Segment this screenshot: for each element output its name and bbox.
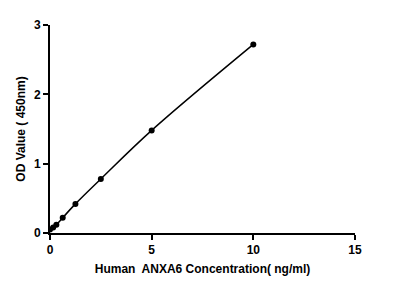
svg-text:10: 10: [247, 243, 261, 257]
svg-text:5: 5: [148, 243, 155, 257]
svg-text:3: 3: [34, 18, 41, 32]
svg-text:0: 0: [47, 243, 54, 257]
svg-text:15: 15: [348, 243, 362, 257]
svg-text:2: 2: [34, 88, 41, 102]
svg-text:Human ANXA6 Concentration( ng: Human ANXA6 Concentration( ng/ml): [95, 262, 311, 276]
svg-text:OD Value ( 450nm): OD Value ( 450nm): [14, 76, 28, 181]
svg-text:0: 0: [34, 226, 41, 240]
svg-text:1: 1: [34, 157, 41, 171]
